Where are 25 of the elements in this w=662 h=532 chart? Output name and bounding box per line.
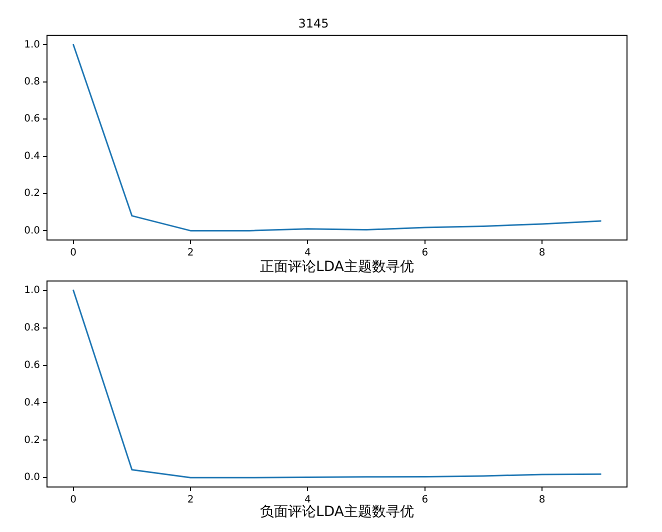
chart-title: 3145 (298, 16, 329, 30)
y-tick-label: 0.2 (24, 188, 40, 200)
y-tick-label: 1.0 (24, 284, 40, 296)
x-tick-label: 6 (422, 248, 428, 259)
x-tick-label: 0 (70, 248, 77, 259)
x-tick-label: 0 (70, 494, 77, 506)
x-tick-label: 2 (187, 248, 194, 259)
y-tick-label: 0.4 (24, 150, 40, 162)
y-tick-label: 0.6 (24, 114, 40, 125)
x-tick-label: 8 (538, 248, 546, 259)
x-tick-label: 8 (538, 494, 546, 506)
y-tick-label: 0.0 (24, 225, 40, 236)
x-tick-label: 4 (304, 248, 311, 259)
x-axis-title: 负面评论LDA主题数寻优 (260, 504, 414, 520)
x-tick-label: 4 (304, 494, 311, 506)
y-tick-label: 0.2 (24, 434, 40, 446)
x-tick-label: 2 (187, 494, 194, 506)
y-tick-label: 0.0 (24, 472, 40, 484)
x-axis-title: 正面评论LDA主题数寻优 (260, 259, 414, 276)
y-tick-label: 0.4 (24, 397, 40, 408)
y-tick-label: 0.6 (24, 360, 40, 371)
y-tick-label: 0.8 (24, 322, 40, 334)
y-tick-label: 0.8 (24, 76, 40, 88)
y-tick-label: 1.0 (24, 39, 40, 50)
x-tick-label: 6 (422, 494, 428, 506)
